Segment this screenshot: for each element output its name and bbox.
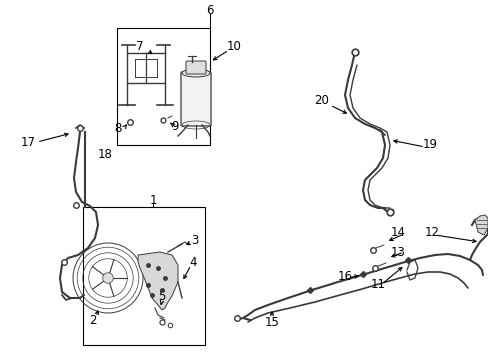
Text: 10: 10 [226,40,241,53]
Polygon shape [138,252,178,310]
Text: 6: 6 [206,4,213,17]
Text: 13: 13 [390,246,405,258]
Text: 3: 3 [191,234,198,247]
Text: 1: 1 [149,194,157,207]
Text: 16: 16 [337,270,352,283]
Text: 2: 2 [89,314,97,327]
Ellipse shape [182,69,209,77]
Text: 11: 11 [370,278,385,291]
Bar [83,207,204,345]
Text: 17: 17 [20,135,36,148]
Text: 12: 12 [424,225,439,238]
Text: 9: 9 [171,120,179,132]
Text: 5: 5 [158,289,165,302]
Text: 7: 7 [136,40,143,53]
Text: 19: 19 [422,139,437,152]
Polygon shape [474,215,487,235]
FancyBboxPatch shape [185,61,205,74]
Text: 14: 14 [390,225,405,238]
Text: 8: 8 [114,122,122,135]
Text: 15: 15 [264,315,279,328]
Text: 18: 18 [98,148,112,162]
FancyBboxPatch shape [181,72,210,126]
Circle shape [102,273,113,283]
Text: 20: 20 [314,94,329,107]
Text: 4: 4 [189,256,196,269]
Bar [117,28,209,145]
